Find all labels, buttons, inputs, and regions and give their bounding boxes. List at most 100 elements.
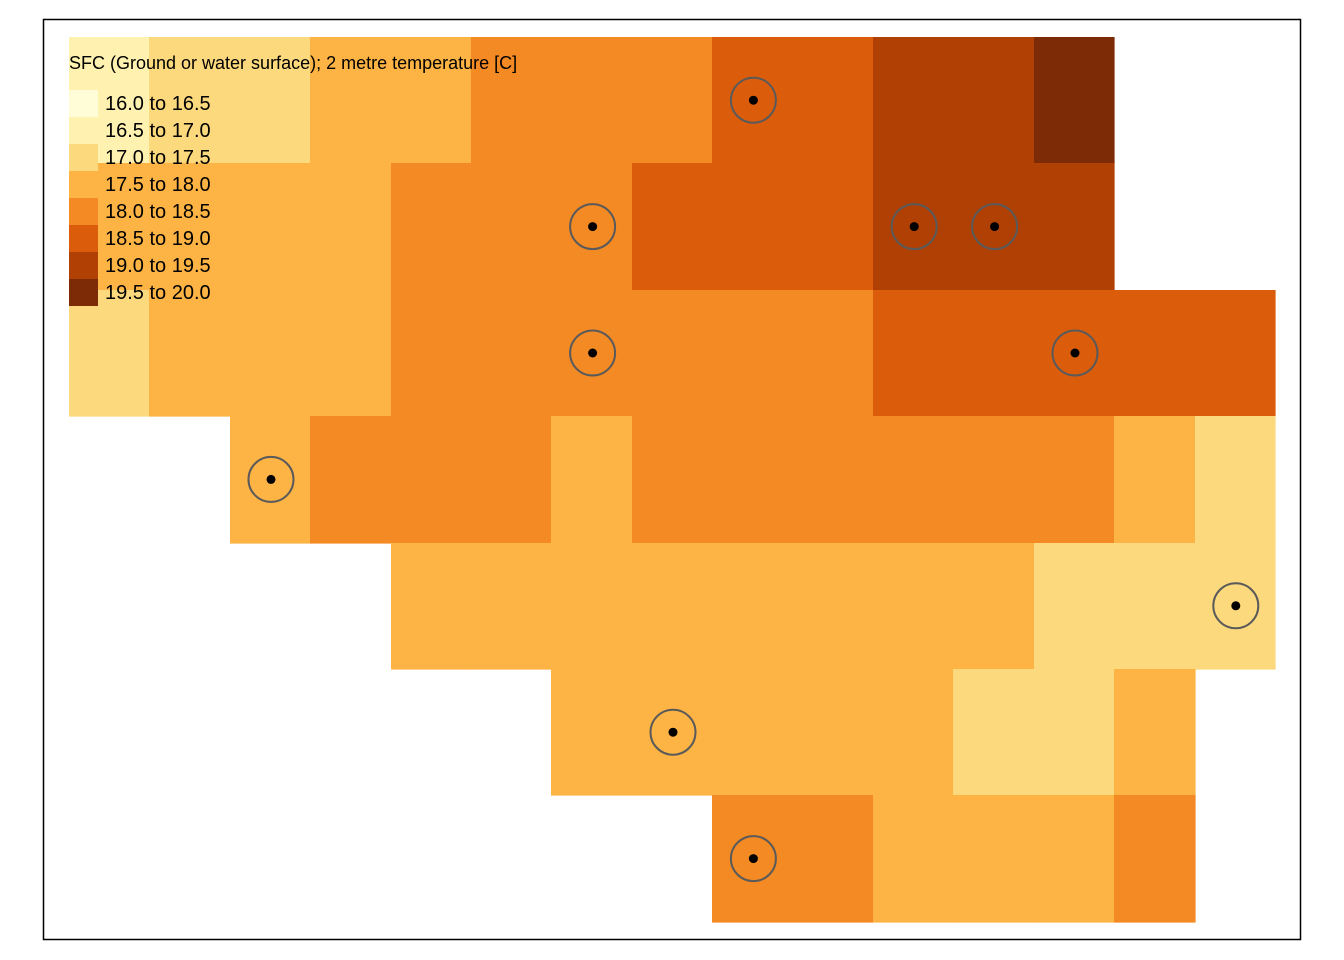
grid-cell — [953, 795, 1035, 923]
grid-cell — [471, 163, 552, 291]
grid-cell — [471, 543, 552, 670]
grid-cell — [1034, 37, 1115, 164]
legend-label: 19.0 to 19.5 — [105, 255, 211, 277]
station-marker — [729, 835, 777, 883]
grid-cell — [953, 416, 1035, 544]
grid-cell — [632, 416, 713, 544]
station-markers — [247, 76, 1260, 883]
temperature-grid — [69, 37, 1276, 923]
station-ring-icon — [1212, 582, 1260, 630]
grid-cell — [310, 416, 392, 544]
legend-label: 18.0 to 18.5 — [105, 201, 211, 223]
grid-cell — [1114, 543, 1196, 670]
station-dot-icon — [909, 222, 919, 232]
legend-swatch — [69, 252, 98, 279]
grid-cell — [793, 795, 874, 923]
station-dot-icon — [1231, 601, 1241, 611]
legend-title: SFC (Ground or water surface); 2 metre t… — [69, 53, 517, 73]
grid-cell — [551, 543, 633, 670]
grid-cell — [712, 163, 794, 291]
grid-cell — [1034, 416, 1115, 544]
station-ring-icon — [247, 455, 295, 503]
legend-label: 16.5 to 17.0 — [105, 120, 211, 142]
grid-cell — [873, 290, 954, 417]
grid-cell — [230, 37, 311, 164]
legend-label: 17.0 to 17.5 — [105, 147, 211, 169]
station-ring-icon — [890, 203, 938, 251]
map-legend: SFC (Ground or water surface); 2 metre t… — [69, 53, 517, 306]
station-marker — [247, 455, 295, 503]
grid-cell — [793, 543, 874, 670]
legend-label: 17.5 to 18.0 — [105, 174, 211, 196]
station-ring-icon — [729, 76, 777, 124]
grid-cell — [310, 37, 392, 164]
grid-cell — [471, 37, 552, 164]
grid-cell — [310, 163, 392, 291]
grid-cell — [230, 290, 311, 417]
grid-cell — [953, 290, 1035, 417]
grid-cell — [1195, 290, 1276, 417]
station-dot-icon — [748, 95, 758, 105]
grid-cell — [551, 37, 633, 164]
station-marker — [1051, 329, 1099, 377]
grid-cell — [149, 290, 231, 417]
grid-cell — [793, 290, 874, 417]
grid-cell — [873, 37, 954, 164]
grid-cell — [1034, 543, 1115, 670]
grid-cell — [632, 163, 713, 291]
grid-cell — [1034, 669, 1115, 796]
station-dot-icon — [668, 727, 678, 737]
grid-cell — [391, 290, 472, 417]
legend-label: 18.5 to 19.0 — [105, 228, 211, 250]
station-ring-icon — [569, 203, 617, 251]
legend-label: 16.0 to 16.5 — [105, 93, 211, 115]
grid-cell — [551, 669, 633, 796]
station-ring-icon — [729, 835, 777, 883]
grid-cell — [793, 669, 874, 796]
legend-swatch — [69, 198, 98, 225]
grid-cell — [873, 416, 954, 544]
station-ring-icon — [1051, 329, 1099, 377]
grid-cell — [1034, 795, 1115, 923]
grid-cell — [149, 163, 231, 291]
grid-cell — [953, 543, 1035, 670]
station-marker — [569, 329, 617, 377]
grid-cell — [632, 37, 713, 164]
grid-cell — [632, 543, 713, 670]
legend-swatch — [69, 90, 98, 117]
station-dot-icon — [1070, 348, 1080, 358]
grid-cell — [230, 163, 311, 291]
grid-cell — [712, 669, 794, 796]
grid-cell — [391, 416, 472, 544]
station-dot-icon — [588, 222, 598, 232]
legend-swatch — [69, 279, 98, 306]
grid-cell — [873, 543, 954, 670]
grid-cell — [793, 37, 874, 164]
grid-cell — [873, 669, 954, 796]
station-ring-icon — [971, 203, 1019, 251]
grid-cell — [793, 163, 874, 291]
grid-cell — [149, 37, 231, 164]
grid-cell — [1114, 290, 1196, 417]
grid-cell — [391, 543, 472, 670]
grid-cell — [1114, 669, 1196, 796]
station-marker — [1212, 582, 1260, 630]
grid-cell — [953, 669, 1035, 796]
grid-cell — [551, 416, 633, 544]
station-marker — [649, 708, 697, 756]
grid-cell — [712, 290, 794, 417]
legend-label: 19.5 to 20.0 — [105, 282, 211, 304]
station-marker — [890, 203, 938, 251]
grid-cell — [793, 416, 874, 544]
station-ring-icon — [569, 329, 617, 377]
grid-cell — [471, 290, 552, 417]
grid-cell — [471, 416, 552, 544]
grid-cell — [1114, 416, 1196, 544]
station-ring-icon — [649, 708, 697, 756]
station-dot-icon — [748, 854, 758, 864]
map-border — [42, 18, 1302, 941]
grid-cell — [632, 290, 713, 417]
grid-cell — [391, 163, 472, 291]
grid-cell — [1034, 163, 1115, 291]
